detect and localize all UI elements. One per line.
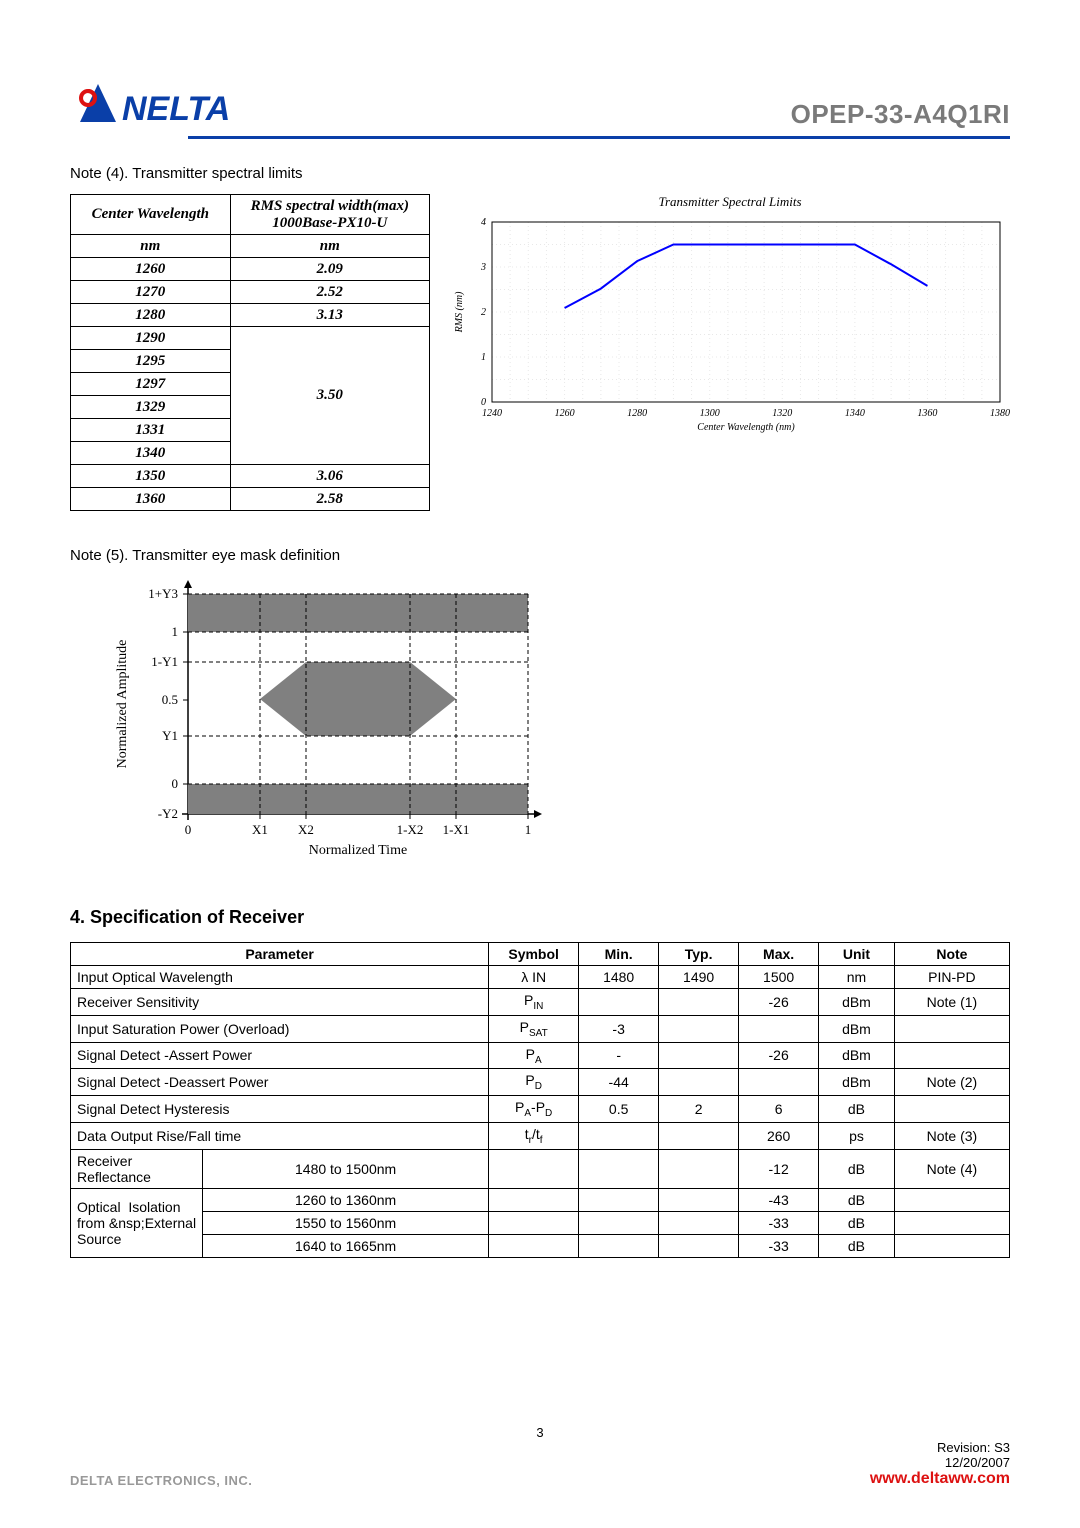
svg-text:RMS (nm): RMS (nm): [454, 291, 465, 333]
svg-text:1+Y3: 1+Y3: [148, 586, 178, 601]
svg-text:Normalized Amplitude: Normalized Amplitude: [115, 640, 130, 769]
spectral-limits-table: Center WavelengthRMS spectral width(max)…: [70, 194, 430, 511]
svg-text:1280: 1280: [627, 408, 647, 419]
svg-text:NELTA: NELTA: [122, 90, 230, 128]
footer-company: DELTA ELECTRONICS, INC.: [70, 1473, 252, 1488]
footer-date: 12/20/2007: [870, 1455, 1010, 1470]
note4-title: Note (4). Transmitter spectral limits: [70, 165, 1010, 182]
svg-text:0.5: 0.5: [162, 692, 178, 707]
svg-text:X1: X1: [252, 822, 268, 837]
svg-text:1340: 1340: [845, 408, 865, 419]
svg-text:1380: 1380: [990, 408, 1010, 419]
product-code: OPEP-33-A4Q1RI: [791, 99, 1010, 130]
svg-text:Normalized Time: Normalized Time: [309, 843, 407, 858]
footer-url: www.deltaww.com: [870, 1470, 1010, 1488]
svg-text:1-X1: 1-X1: [443, 822, 470, 837]
svg-text:1260: 1260: [555, 408, 575, 419]
svg-text:4: 4: [481, 217, 486, 228]
svg-text:1320: 1320: [772, 408, 792, 419]
svg-text:1-X2: 1-X2: [397, 822, 424, 837]
svg-text:0: 0: [481, 397, 486, 408]
svg-text:2: 2: [481, 307, 486, 318]
svg-text:1: 1: [481, 352, 486, 363]
spectral-chart-title: Transmitter Spectral Limits: [450, 194, 1010, 210]
svg-text:1-Y1: 1-Y1: [151, 654, 178, 669]
svg-text:0: 0: [185, 822, 192, 837]
eye-mask-diagram: 1+Y3 1 1-Y1 0.5 Y1 0 -Y2 0 X1 X2 1-X2 1-X1 1 Normaliz…: [110, 576, 1010, 869]
svg-text:1240: 1240: [482, 408, 502, 419]
page-header: NELTA OPEP-33-A4Q1RI: [70, 78, 1010, 130]
page-footer: 3 DELTA ELECTRONICS, INC. Revision: S3 1…: [70, 1440, 1010, 1488]
page-number: 3: [536, 1425, 543, 1440]
svg-text:1360: 1360: [917, 408, 937, 419]
svg-text:-Y2: -Y2: [158, 806, 178, 821]
svg-text:1300: 1300: [700, 408, 720, 419]
svg-text:3: 3: [480, 262, 486, 273]
spectral-limits-chart: Transmitter Spectral Limits 124012601280…: [450, 194, 1010, 437]
svg-text:Y1: Y1: [162, 728, 178, 743]
footer-revision: Revision: S3: [870, 1440, 1010, 1455]
receiver-spec-table: ParameterSymbolMin.Typ.Max.UnitNoteInput…: [70, 942, 1010, 1258]
svg-text:Center Wavelength (nm): Center Wavelength (nm): [697, 422, 795, 433]
svg-text:0: 0: [172, 776, 179, 791]
header-rule: [188, 136, 1010, 139]
brand-logo: NELTA: [70, 78, 290, 130]
svg-text:1: 1: [525, 822, 532, 837]
svg-text:1: 1: [172, 624, 179, 639]
note5-title: Note (5). Transmitter eye mask definitio…: [70, 547, 1010, 564]
svg-text:X2: X2: [298, 822, 314, 837]
section4-heading: 4. Specification of Receiver: [70, 907, 1010, 928]
